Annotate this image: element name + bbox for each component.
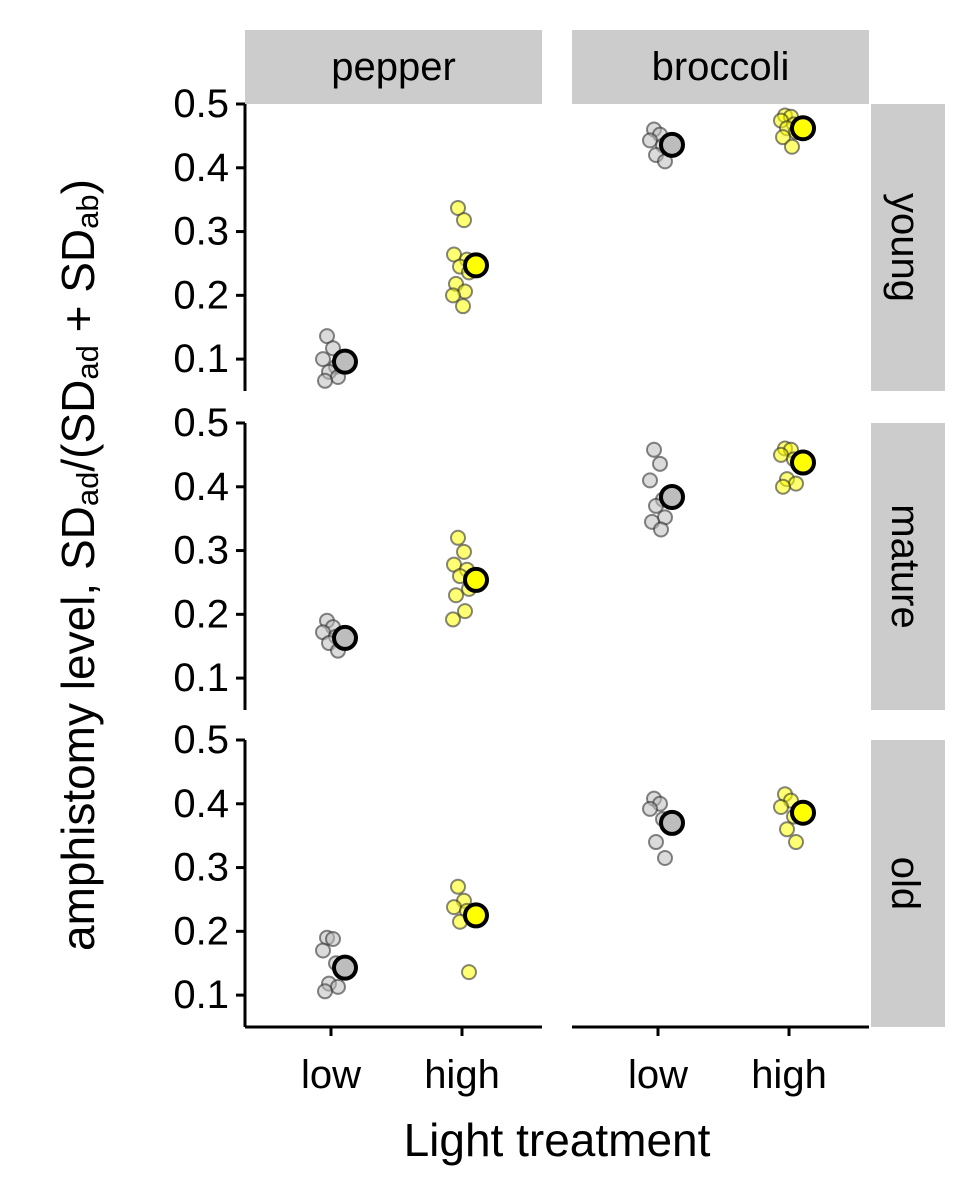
point-broccoli-mature-high — [773, 446, 789, 463]
point-pepper-young-high — [445, 287, 461, 304]
y-axis-title: amphistomy level, SDad/(SDad + SDab) — [52, 179, 105, 951]
point-broccoli-old-high — [779, 821, 795, 838]
y-axis-title-sub3: ab — [70, 194, 105, 228]
point-broccoli-young-high — [775, 129, 791, 146]
point-pepper-old-high — [461, 964, 477, 981]
mean-point-pepper-old-high — [463, 902, 489, 929]
facet-strips: pepper broccoli young mature old — [245, 30, 945, 1027]
mean-point-broccoli-mature-low — [659, 483, 685, 510]
y-tick-label-mature: 0.3 — [173, 529, 229, 573]
point-broccoli-mature-low — [642, 472, 658, 489]
strip-row-old-bg — [871, 740, 945, 1027]
point-broccoli-mature-low — [646, 441, 662, 458]
strip-col-pepper-bg — [245, 30, 542, 104]
x-tick-label-broccoli-low: low — [628, 1053, 688, 1097]
y-tick-label-young: 0.5 — [173, 82, 229, 126]
point-broccoli-old-high — [773, 798, 789, 815]
point-pepper-young-low — [315, 351, 331, 368]
point-broccoli-young-high — [784, 138, 800, 155]
strip-row-mature: mature — [883, 504, 927, 629]
y-tick-label-mature: 0.2 — [173, 592, 229, 636]
mean-point-broccoli-old-high — [790, 799, 816, 826]
point-broccoli-old-low — [657, 849, 673, 866]
point-broccoli-mature-high — [775, 478, 791, 495]
mean-point-broccoli-old-low — [659, 809, 685, 836]
x-tick-label-pepper-high: high — [424, 1053, 500, 1097]
y-tick-label-mature: 0.4 — [173, 465, 229, 509]
mean-point-broccoli-young-low — [659, 131, 685, 158]
strip-row-young-bg — [871, 104, 945, 391]
x-tick-label-broccoli-high: high — [751, 1053, 827, 1097]
strip-col-broccoli-bg — [572, 30, 869, 104]
point-pepper-young-high — [455, 298, 471, 315]
point-broccoli-mature-low — [653, 521, 669, 538]
y-axis-title-prefix: amphistomy level, SD — [52, 506, 104, 951]
point-broccoli-old-high — [788, 834, 804, 851]
y-tick-label-old: 0.3 — [173, 846, 229, 890]
point-pepper-mature-high — [445, 611, 461, 628]
strip-row-mature-bg — [871, 423, 945, 710]
mean-point-broccoli-mature-high — [790, 449, 816, 476]
point-pepper-mature-high — [457, 603, 473, 620]
mean-point-pepper-young-low — [332, 348, 358, 375]
point-pepper-mature-high — [450, 529, 466, 546]
data-points — [315, 107, 816, 1000]
mean-point-pepper-old-low — [332, 954, 358, 981]
point-pepper-old-low — [315, 942, 331, 959]
y-axis-title-mid: /(SD — [52, 380, 104, 472]
point-pepper-mature-high — [456, 543, 472, 560]
point-pepper-mature-high — [448, 587, 464, 604]
strip-col-broccoli: broccoli — [652, 45, 790, 89]
y-tick-label-young: 0.4 — [173, 146, 229, 190]
point-broccoli-old-low — [642, 800, 658, 817]
point-broccoli-mature-low — [652, 455, 668, 472]
x-axis-title: Light treatment — [404, 1114, 711, 1166]
y-axis-title-sub2: ad — [70, 345, 105, 379]
point-pepper-old-low — [330, 978, 346, 995]
mean-point-pepper-young-high — [463, 252, 489, 279]
y-tick-label-old: 0.2 — [173, 909, 229, 953]
point-pepper-old-high — [446, 899, 462, 916]
mean-point-pepper-mature-low — [332, 624, 358, 651]
y-axis-title-sub1: ad — [70, 472, 105, 506]
strip-row-old: old — [883, 857, 927, 910]
y-tick-label-young: 0.1 — [173, 337, 229, 381]
y-axis-title-plus: + SD — [52, 229, 104, 345]
point-broccoli-old-low — [648, 834, 664, 851]
x-tick-label-pepper-low: low — [301, 1053, 361, 1097]
point-pepper-old-low — [325, 930, 341, 947]
y-tick-label-old: 0.5 — [173, 718, 229, 762]
y-axis-title-close: ) — [52, 179, 104, 194]
mean-point-broccoli-young-high — [790, 115, 816, 142]
strip-col-pepper: pepper — [331, 45, 456, 89]
point-broccoli-mature-high — [788, 475, 804, 492]
point-pepper-young-high — [456, 212, 472, 229]
axes: 0.1 0.2 0.3 0.4 0.5 0.1 0.2 0.3 0.4 0.5 0.1 0.2 0.3 0… — [173, 82, 869, 1097]
point-pepper-old-high — [450, 878, 466, 895]
point-broccoli-young-low — [642, 132, 658, 149]
y-tick-label-old: 0.1 — [173, 973, 229, 1017]
point-pepper-young-low — [317, 372, 333, 389]
point-pepper-old-low — [317, 983, 333, 1000]
strip-row-young: young — [883, 193, 927, 302]
y-tick-label-mature: 0.1 — [173, 656, 229, 700]
y-tick-label-young: 0.2 — [173, 273, 229, 317]
mean-point-pepper-mature-high — [463, 566, 489, 593]
y-tick-label-old: 0.4 — [173, 782, 229, 826]
y-tick-label-young: 0.3 — [173, 210, 229, 254]
y-tick-label-mature: 0.5 — [173, 401, 229, 445]
point-pepper-young-low — [325, 340, 341, 357]
